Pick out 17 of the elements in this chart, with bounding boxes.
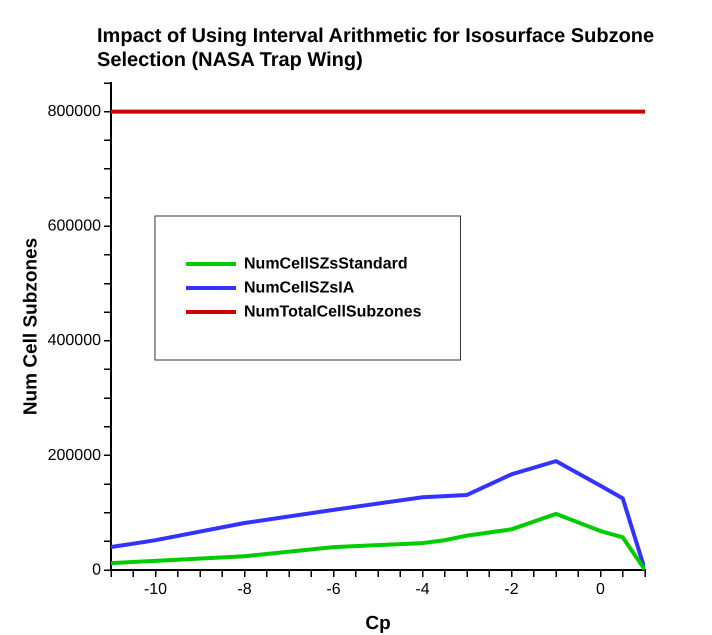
y-tick-label: 0	[92, 561, 102, 578]
chart-title: Impact of Using Interval Arithmetic for Isosurface Subzone Selection (NASA Trap Wing)	[97, 24, 656, 72]
x-axis-title: Cp	[365, 612, 391, 634]
x-tick-label: -2	[504, 581, 519, 598]
y-axis-title: Num Cell Subzones	[20, 238, 42, 416]
x-tick-label: 0	[596, 581, 606, 598]
y-tick-label: 200000	[48, 446, 102, 464]
legend-label: NumCellSZsStandard	[244, 255, 408, 272]
legend-label: NumTotalCellSubzones	[244, 303, 422, 320]
y-tick-label: 400000	[48, 332, 102, 350]
x-tick-label: -6	[326, 581, 341, 598]
legend-label: NumCellSZsIA	[244, 279, 355, 296]
y-tick-label: 800000	[48, 103, 102, 120]
x-tick-label: -10	[144, 581, 168, 598]
x-tick-label: -8	[237, 581, 252, 598]
x-tick-label: -4	[415, 581, 430, 598]
y-tick-label: 600000	[48, 218, 102, 235]
